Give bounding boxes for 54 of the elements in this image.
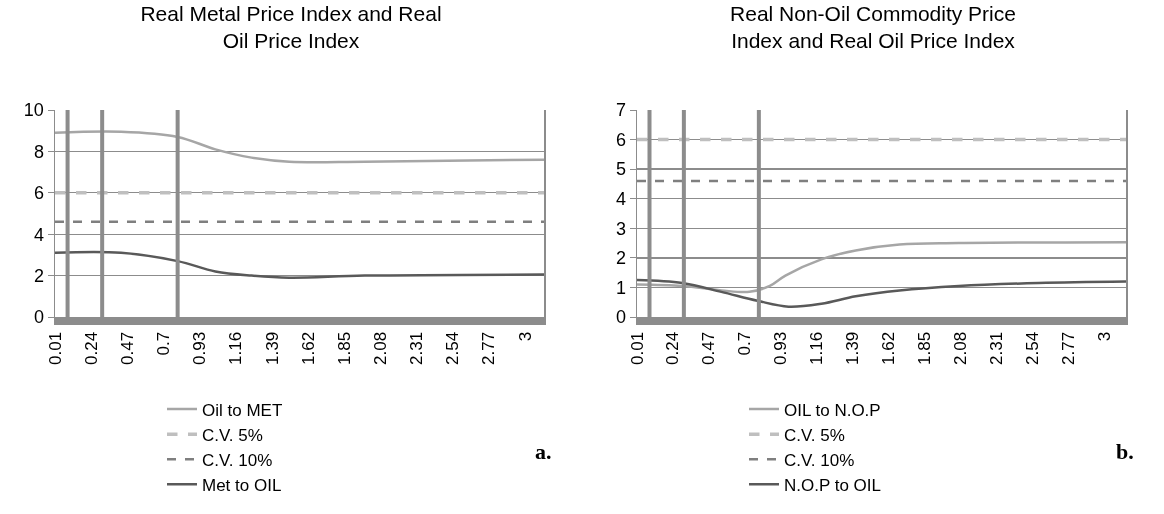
x-tick-label: 2.77 [1058,331,1078,365]
legend-label: Oil to MET [202,400,283,420]
x-tick-label: 0.93 [771,331,791,365]
x-tick-label: 0.47 [117,331,137,365]
y-tick-label: 0 [33,307,44,328]
legend-label: N.O.P to OIL [784,476,882,495]
x-tick-label: 1.16 [807,331,827,365]
legend-label: Met to OIL [202,476,282,495]
legend-label: C.V. 5% [784,425,845,445]
x-tick-label: 2.54 [443,331,463,365]
chart-title: Real Metal Price Index and Real Oil Price Index [140,1,442,52]
x-tick-label: 0.01 [627,331,647,365]
x-tick-label: 2.08 [371,331,391,365]
x-tick-label: 1.39 [843,331,863,365]
y-tick-label: 10 [23,100,44,121]
legend-label: C.V. 10% [202,450,273,470]
y-tick-label: 4 [615,189,626,210]
legend-label: C.V. 10% [784,450,855,470]
y-tick-label: 0 [615,307,626,328]
x-tick-label: 0.24 [663,331,683,365]
y-tick-label: 4 [33,224,44,245]
x-tick-label: 0.47 [699,331,719,365]
y-tick-label: 8 [33,141,44,162]
x-tick-label: 1.16 [226,331,246,365]
chart-title: Real Non-Oil Commodity Price Index and Real Oil Price Index [730,1,1016,52]
x-tick-label: 1.39 [262,331,282,365]
legend-label: OIL to N.O.P [784,400,881,420]
x-tick-label: 0.7 [735,331,755,356]
legend-label: C.V. 5% [202,425,263,445]
x-tick-label: 0.7 [154,331,174,356]
y-tick-label: 2 [33,265,44,286]
y-tick-label: 6 [33,183,44,204]
y-tick-label: 5 [615,159,626,180]
x-tick-label: 1.85 [914,331,934,365]
x-tick-label: 3 [1094,331,1114,342]
x-tick-label: 2.54 [1022,331,1042,365]
y-tick-label: 2 [615,248,626,269]
x-tick-label: 1.62 [879,331,899,365]
x-tick-label: 2.08 [950,331,970,365]
x-tick-label: 1.62 [298,331,318,365]
x-tick-label: 1.85 [334,331,354,365]
x-tick-label: 2.31 [407,331,427,365]
text: a. [535,439,552,464]
x-tick-label: 0.93 [190,331,210,365]
y-tick-label: 3 [615,218,626,239]
text: b. [1116,439,1134,464]
y-tick-label: 6 [615,129,626,150]
x-tick-label: 2.77 [479,331,499,365]
x-tick-label: 0.01 [45,331,65,365]
x-tick-label: 0.24 [81,331,101,365]
y-tick-label: 1 [615,277,626,298]
x-tick-label: 2.31 [986,331,1006,365]
y-tick-label: 7 [615,100,626,121]
x-tick-label: 3 [515,331,535,342]
